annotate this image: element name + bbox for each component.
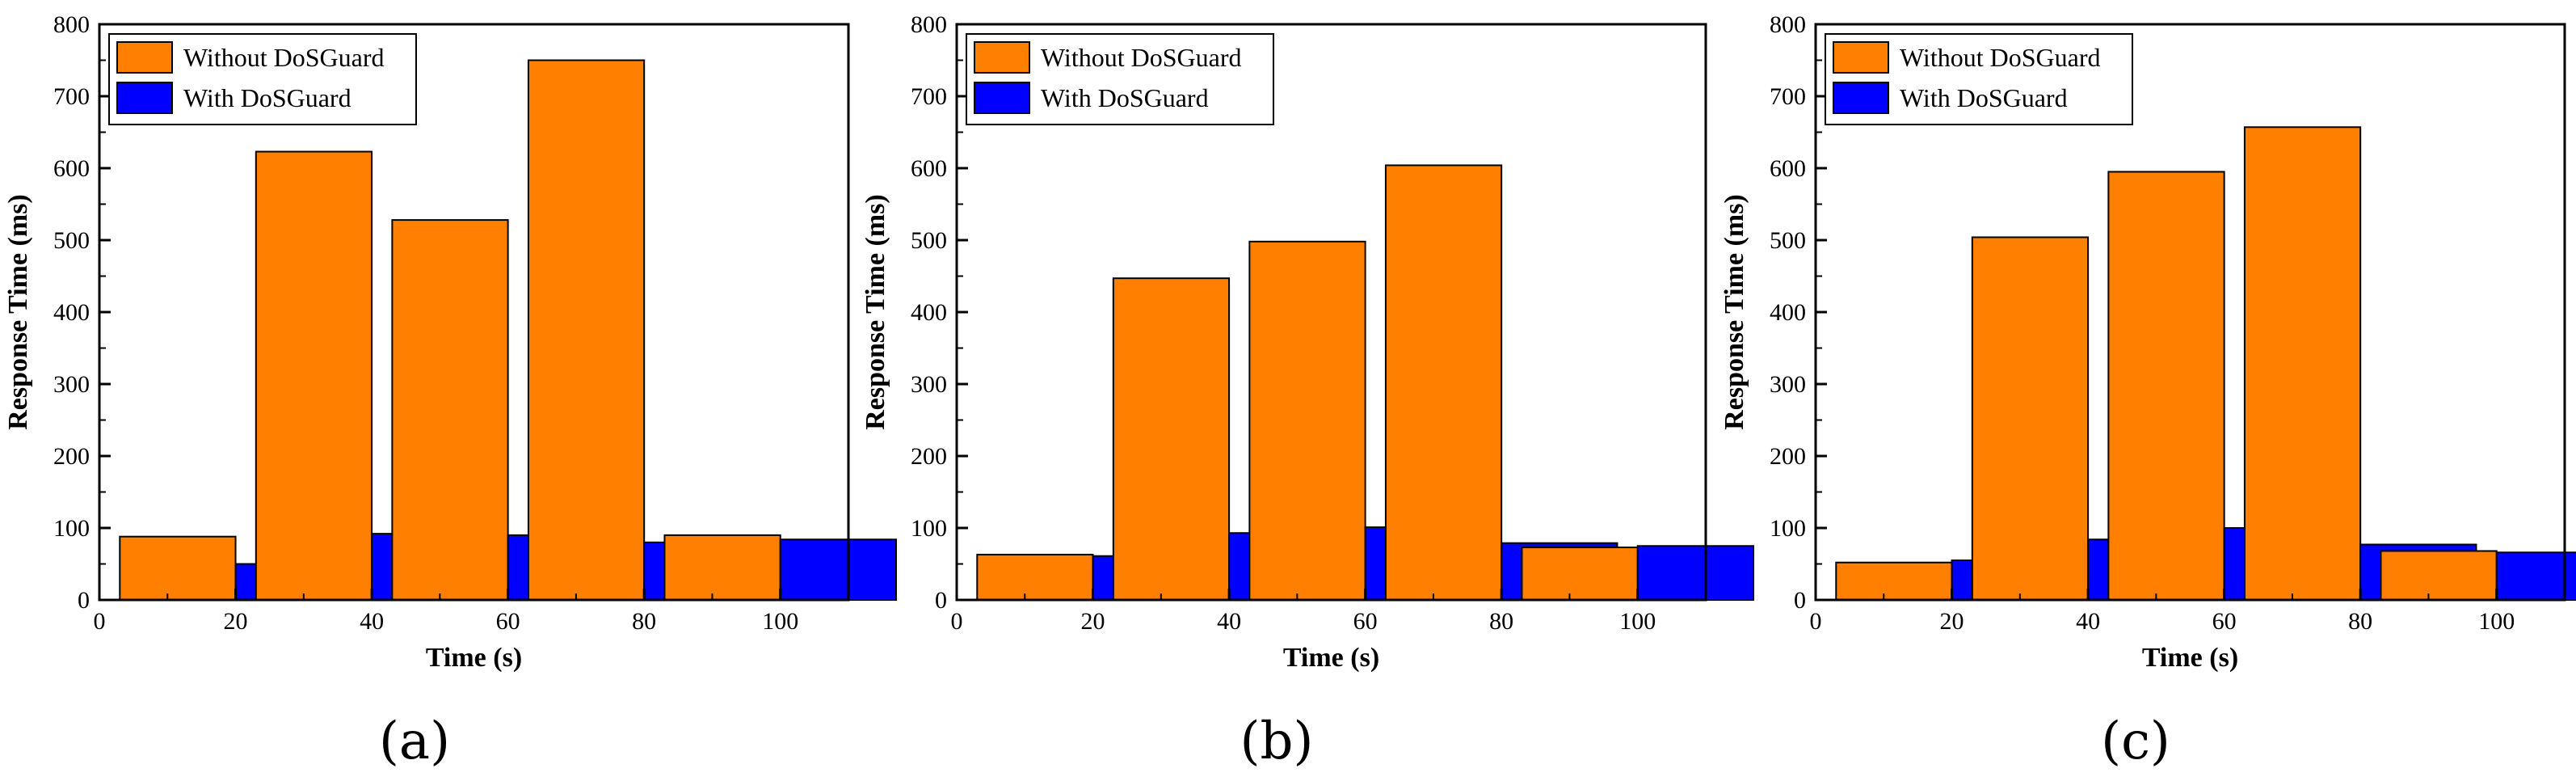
y-tick-label: 100 [1770, 515, 1806, 542]
x-tick-label: 60 [2212, 608, 2237, 635]
y-tick-label: 200 [53, 443, 90, 470]
legend-label-without: Without DoSGuard [1041, 43, 1241, 72]
legend-swatch-without [974, 41, 1030, 74]
bar-with-100 [779, 538, 897, 601]
y-tick-label: 500 [53, 227, 90, 254]
x-tick-label: 100 [762, 608, 798, 635]
legend-swatch-with [1833, 82, 1889, 114]
x-tick-label: 100 [1619, 608, 1656, 635]
legend-label-with: With DoSGuard [1041, 83, 1209, 112]
chart-1: 0 100 200 300 400 500 600 700 800 0 20 40 60 80 100 Tim… [861, 11, 1754, 673]
x-tick-label: 20 [224, 608, 248, 635]
x-tick-label: 40 [1217, 608, 1241, 635]
y-tick-label: 0 [78, 587, 90, 614]
y-tick-label: 600 [53, 155, 90, 182]
y-tick-label: 500 [1770, 227, 1806, 254]
x-tick-label: 0 [1810, 608, 1822, 635]
x-tick-label: 80 [1489, 608, 1513, 635]
chart-0: 0 100 200 300 400 500 600 700 800 0 20 40 60 80 100 Tim… [3, 11, 897, 673]
y-axis-title: Response Time (ms) [1719, 194, 1749, 430]
bar-without-100 [2380, 550, 2498, 601]
y-tick-label: 800 [911, 11, 947, 38]
legend-swatch-with [974, 82, 1030, 114]
y-tick-label: 700 [1770, 83, 1806, 110]
bar-without-20 [119, 535, 237, 601]
legend-label-without: Without DoSGuard [183, 43, 384, 72]
bar-without-40 [255, 150, 373, 601]
legend-label-without: Without DoSGuard [1900, 43, 2100, 72]
x-tick-label: 60 [1353, 608, 1378, 635]
y-tick-label: 400 [911, 299, 947, 326]
y-tick-label: 700 [911, 83, 947, 110]
bar-without-40 [1112, 277, 1231, 601]
x-tick-label: 20 [1081, 608, 1105, 635]
x-tick-label: 40 [2076, 608, 2100, 635]
chart-2: 0 100 200 300 400 500 600 700 800 0 20 40 60 80 100 Tim… [1719, 11, 2576, 673]
y-tick-label: 400 [1770, 299, 1806, 326]
y-tick-label: 400 [53, 299, 90, 326]
y-tick-label: 300 [911, 371, 947, 398]
y-tick-label: 700 [53, 83, 90, 110]
y-tick-label: 800 [1770, 11, 1806, 38]
bar-with-100 [1636, 545, 1754, 601]
y-tick-label: 600 [1770, 155, 1806, 182]
y-tick-label: 300 [53, 371, 90, 398]
y-tick-label: 200 [1770, 443, 1806, 470]
legend-swatch-without [1833, 41, 1889, 74]
x-tick-label: 100 [2478, 608, 2515, 635]
bar-without-60 [1248, 240, 1366, 601]
bar-without-60 [391, 219, 509, 601]
panel-label-a: (a) [378, 712, 451, 771]
bar-without-100 [663, 534, 781, 602]
bar-without-80 [527, 59, 646, 601]
x-tick-label: 0 [951, 608, 963, 635]
y-axis-title: Response Time (ms) [3, 194, 33, 430]
y-tick-label: 0 [935, 587, 947, 614]
legend-swatch-without [116, 41, 173, 74]
y-tick-label: 600 [911, 155, 947, 182]
x-axis-title: Time (s) [1283, 643, 1379, 673]
y-tick-label: 800 [53, 11, 90, 38]
y-tick-label: 100 [53, 515, 90, 542]
x-tick-label: 80 [2348, 608, 2372, 635]
legend-label-with: With DoSGuard [1900, 83, 2068, 112]
y-tick-label: 100 [911, 515, 947, 542]
y-tick-label: 0 [1794, 587, 1806, 614]
legend-swatch-with [116, 82, 173, 114]
x-tick-label: 0 [94, 608, 106, 635]
x-axis-title: Time (s) [2142, 643, 2238, 673]
y-tick-label: 200 [911, 443, 947, 470]
y-axis-title: Response Time (ms) [861, 194, 890, 430]
bar-without-100 [1521, 547, 1639, 602]
bar-without-40 [1971, 236, 2090, 601]
x-tick-label: 80 [632, 608, 656, 635]
legend-label-with: With DoSGuard [183, 83, 351, 112]
x-tick-label: 20 [1940, 608, 1964, 635]
bar-without-20 [976, 553, 1094, 601]
panel-label-c: (c) [2101, 712, 2170, 771]
bar-without-80 [1384, 164, 1503, 601]
bar-without-20 [1835, 561, 1953, 601]
x-tick-label: 40 [360, 608, 384, 635]
y-tick-label: 300 [1770, 371, 1806, 398]
x-axis-title: Time (s) [426, 643, 522, 673]
x-tick-label: 60 [496, 608, 520, 635]
panel-label-b: (b) [1240, 712, 1314, 771]
bar-without-80 [2243, 126, 2362, 601]
y-tick-label: 500 [911, 227, 947, 254]
bar-without-60 [2107, 171, 2225, 601]
